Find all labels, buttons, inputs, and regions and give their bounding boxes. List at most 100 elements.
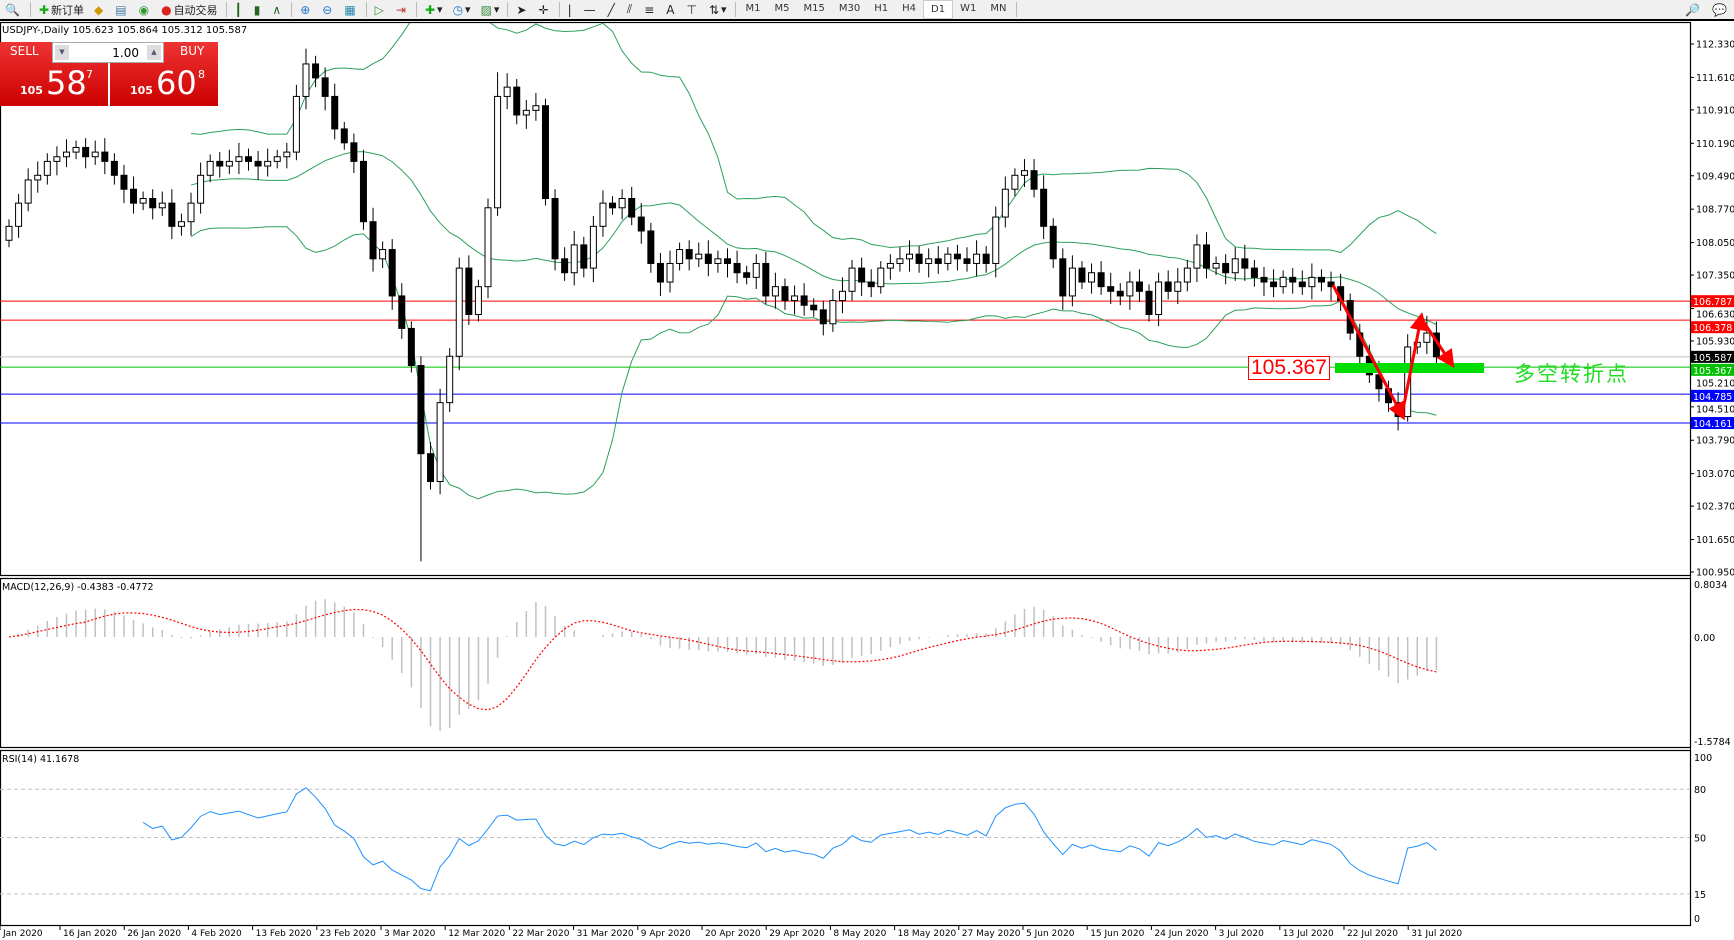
zoom-out-button[interactable]: ⊖ (317, 0, 339, 19)
y-tick-label: 112.330 (1696, 40, 1734, 51)
candle (1203, 244, 1210, 269)
candles (5, 48, 1440, 562)
candle (139, 198, 147, 204)
timeframe-mn[interactable]: MN (990, 3, 1007, 14)
text-label-button[interactable]: ⊤ (682, 0, 704, 19)
indicators-button[interactable]: ✚ ▾ (424, 2, 443, 17)
x-tick-label: 3 Mar 2020 (384, 929, 436, 939)
candle (561, 258, 569, 274)
periods-button[interactable]: ◷ ▾ (452, 2, 471, 17)
red-trend-arrow (1419, 317, 1455, 368)
candle (1059, 258, 1067, 297)
rsi-title: RSI(14) 41.1678 (2, 754, 79, 765)
lot-decrease-button[interactable]: ▼ (55, 45, 69, 60)
turning-point-annotation[interactable]: 多空转折点 (1514, 362, 1629, 386)
candle (1183, 267, 1191, 283)
vertical-line-button[interactable]: | (563, 0, 579, 19)
candle (350, 142, 358, 162)
candle (934, 258, 942, 264)
timeframe-d1[interactable]: D1 (923, 0, 954, 19)
candle (503, 86, 511, 97)
toolbar-button-terminal[interactable]: ▤ (110, 0, 133, 19)
y-tick-label: 100.950 (1696, 568, 1734, 579)
crosshair-button[interactable]: ✛ (534, 0, 556, 19)
candle (1231, 258, 1239, 274)
candle (1289, 276, 1297, 283)
zoom-chart-icon: 🔍 (5, 2, 20, 17)
crosshair-icon: ✛ (538, 2, 549, 17)
auto-scroll-button[interactable]: ▷ (370, 0, 391, 19)
timeframe-w1[interactable]: W1 (960, 3, 977, 14)
candle (484, 207, 492, 288)
buy-price-prefix: 105 (130, 84, 153, 97)
timeframe-m1[interactable]: M1 (745, 3, 761, 14)
fibonacci-button[interactable]: ≡ (639, 0, 661, 19)
x-tick-label: 29 Apr 2020 (769, 929, 825, 939)
tile-windows-button[interactable]: ▦ (339, 0, 362, 19)
y-tick-label: 102.370 (1696, 502, 1734, 513)
candle (1155, 281, 1163, 315)
chat-button[interactable]: 💬 (1707, 0, 1734, 19)
lot-size-value: 1.00 (112, 46, 139, 60)
candle (24, 179, 32, 204)
timeframe-h1[interactable]: H1 (874, 3, 889, 14)
timeframe-bar: M1 M5 M15 M30 H1 H4 D1 W1 MN (739, 0, 1014, 19)
new-order-button[interactable]: ✚ 新订单 (34, 0, 89, 19)
text-icon: A (666, 2, 675, 17)
equidistant-channel-icon: ⫽ (626, 2, 633, 16)
candle (120, 174, 128, 190)
candle (762, 262, 770, 297)
text-button[interactable]: A (661, 0, 681, 19)
candle (436, 402, 444, 483)
search-button[interactable]: 🔎 (1680, 0, 1707, 19)
candle (848, 267, 856, 292)
cursor-button[interactable]: ➤ (511, 0, 533, 19)
auto-trading-button[interactable]: ● 自动交易 (156, 0, 222, 19)
price-label-annotation[interactable]: 105.367 (1248, 356, 1330, 380)
toolbar-button-navigator[interactable]: ◆ (89, 0, 110, 19)
candle (398, 295, 406, 329)
y-tick-label: 101.650 (1696, 535, 1734, 546)
separator (225, 2, 227, 17)
candlestick-icon: ▮ (253, 2, 261, 17)
chart-shift-icon: ⇥ (395, 2, 406, 17)
gold-icon: ◆ (94, 2, 104, 17)
timeframe-m15[interactable]: M15 (803, 3, 825, 14)
candle (858, 267, 866, 283)
candle (915, 253, 923, 264)
lot-increase-button[interactable]: ▲ (147, 45, 161, 60)
toolbar-button-new-chart[interactable]: 🔍 (0, 0, 27, 19)
candle (62, 151, 70, 158)
chart-shift-button[interactable]: ⇥ (391, 0, 413, 19)
candle (177, 221, 185, 227)
arrows-button[interactable]: ⇅ ▾ (708, 2, 727, 17)
templates-button[interactable]: ▨ ▾ (480, 2, 500, 17)
timeframe-m5[interactable]: M5 (774, 3, 790, 14)
channel-button[interactable]: ⫽ (622, 0, 639, 19)
bar-chart-button[interactable]: ┃ (230, 0, 249, 19)
candle (407, 327, 415, 367)
search-icon: 🔎 (1685, 2, 1701, 17)
candle (1241, 258, 1249, 269)
candle (810, 304, 818, 311)
timeframe-h4[interactable]: H4 (902, 3, 917, 14)
timeframe-m30[interactable]: M30 (838, 3, 861, 14)
bar-chart-icon: ┃ (234, 2, 242, 17)
trendline-button[interactable]: ╱ (603, 0, 622, 19)
candle-chart-button[interactable]: ▮ (249, 0, 268, 19)
toolbar-button-signals[interactable]: ◉ (134, 0, 156, 19)
zoom-in-button[interactable]: ⊕ (295, 0, 317, 19)
candle (982, 253, 990, 264)
candle (15, 202, 23, 227)
lot-size-input[interactable]: ▼ 1.00 ▲ (52, 42, 164, 63)
chart-header: USDJPY-,Daily 105.623 105.864 105.312 10… (2, 25, 248, 36)
auto-scroll-icon: ▷ (374, 2, 384, 17)
horizontal-line-button[interactable]: — (579, 0, 603, 19)
x-tick-label: 9 Apr 2020 (641, 929, 691, 939)
candle (1097, 272, 1105, 288)
candle (1001, 188, 1009, 218)
line-chart-button[interactable]: ∧ (267, 0, 288, 19)
candle (34, 174, 42, 181)
price-line-badge (1691, 321, 1734, 334)
